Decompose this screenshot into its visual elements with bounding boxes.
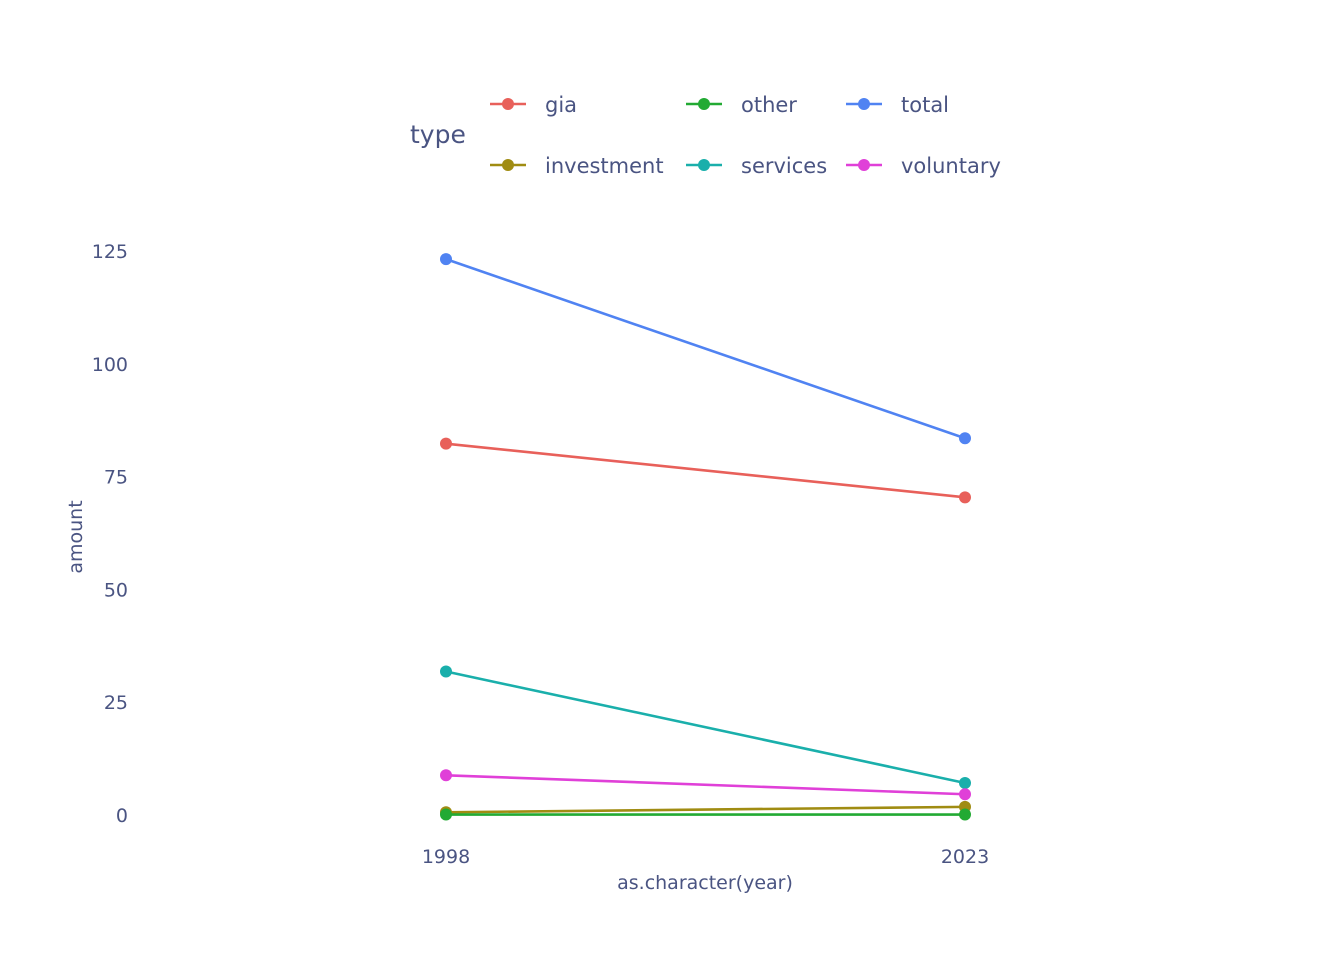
legend-label: investment — [545, 154, 664, 178]
legend-label: total — [901, 93, 949, 117]
legend-item-investment[interactable]: investment — [490, 154, 664, 178]
legend-item-other[interactable]: other — [686, 93, 797, 117]
x-tick-label: 2023 — [941, 846, 989, 868]
y-axis-ticks: 0 25 50 75 100 125 — [92, 241, 128, 827]
series-line-investment — [445, 805, 966, 814]
series-points — [440, 253, 971, 821]
legend-item-voluntary[interactable]: voluntary — [846, 154, 1001, 178]
legend-label: other — [741, 93, 797, 117]
series-line-total — [445, 257, 966, 440]
x-axis-ticks: 1998 2023 — [422, 846, 989, 868]
data-point-total — [440, 253, 452, 266]
y-tick-label: 50 — [104, 579, 128, 601]
legend-swatch-marker — [502, 159, 514, 171]
series-line-services — [445, 670, 966, 785]
data-point-gia — [440, 437, 452, 450]
data-point-voluntary — [959, 788, 971, 801]
data-point-services — [440, 665, 452, 678]
series-lines — [445, 257, 966, 816]
data-point-services — [959, 776, 971, 789]
data-point-total — [959, 432, 971, 445]
legend-swatch-marker — [502, 98, 514, 110]
legend-label: gia — [545, 93, 577, 117]
y-tick-label: 25 — [104, 692, 128, 714]
y-tick-label: 100 — [92, 354, 128, 376]
legend-title: type — [410, 120, 466, 149]
data-point-voluntary — [440, 769, 452, 782]
series-line-gia — [445, 442, 966, 499]
legend-item-total[interactable]: total — [846, 93, 949, 117]
y-tick-label: 75 — [104, 467, 128, 489]
y-axis-title: amount — [65, 500, 87, 573]
legend: type gia investment other services total volu… — [410, 93, 1001, 178]
series-line-voluntary — [445, 773, 966, 796]
legend-swatch-marker — [698, 98, 710, 110]
legend-label: voluntary — [901, 154, 1001, 178]
x-tick-label: 1998 — [422, 846, 470, 868]
x-axis-title: as.character(year) — [617, 872, 793, 894]
data-point-other — [440, 808, 452, 821]
legend-label: services — [741, 154, 827, 178]
y-tick-label: 0 — [116, 805, 128, 827]
legend-swatch-marker — [858, 98, 870, 110]
data-point-other — [959, 808, 971, 821]
y-tick-label: 125 — [92, 241, 128, 263]
legend-swatch-marker — [698, 159, 710, 171]
legend-item-services[interactable]: services — [686, 154, 827, 178]
data-point-gia — [959, 491, 971, 504]
legend-swatch-marker — [858, 159, 870, 171]
legend-item-gia[interactable]: gia — [490, 93, 577, 117]
